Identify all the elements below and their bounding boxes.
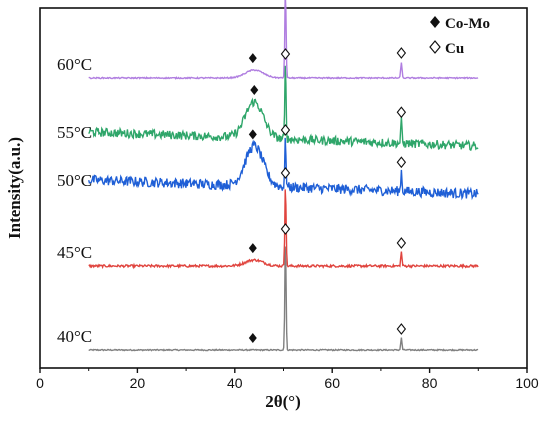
- co-mo-marker: [248, 53, 257, 64]
- co-mo-marker: [248, 243, 257, 254]
- co-mo-marker: [248, 333, 257, 343]
- x-axis-title: 2θ(°): [265, 392, 301, 411]
- legend-filled-diamond-icon: [430, 16, 440, 28]
- series-label-50C: 50°C: [57, 171, 92, 190]
- cu-marker: [280, 167, 291, 179]
- series-label-45C: 45°C: [57, 243, 92, 262]
- series-label-55C: 55°C: [57, 123, 92, 142]
- cu-marker: [396, 106, 407, 119]
- legend-label-cu: Cu: [445, 41, 464, 57]
- series-line-60C: [88, 0, 479, 80]
- series-label-40C: 40°C: [57, 327, 92, 346]
- co-mo-marker: [248, 129, 257, 140]
- marker-layer: [248, 47, 407, 343]
- x-tick-label: 40: [227, 375, 243, 391]
- series-layer: [88, 0, 479, 352]
- cu-marker: [396, 323, 407, 335]
- legend-label-co-mo: Co-Mo: [445, 16, 490, 32]
- x-tick-label: 100: [515, 375, 539, 391]
- cu-marker: [280, 48, 291, 60]
- legend-open-diamond-icon: [429, 40, 441, 54]
- cu-marker: [396, 156, 407, 169]
- cu-marker: [280, 124, 291, 136]
- series-line-55C: [88, 65, 479, 152]
- legend: Co-Mo Cu: [429, 16, 490, 57]
- x-tick-label: 60: [324, 375, 340, 391]
- cu-marker: [396, 47, 407, 59]
- series-line-50C: [88, 137, 479, 201]
- x-axis: 0 20 40 60 80 100: [36, 368, 539, 391]
- series-line-40C: [88, 246, 479, 352]
- co-mo-marker: [250, 84, 259, 95]
- x-tick-label: 0: [36, 375, 44, 391]
- x-tick-label: 80: [422, 375, 438, 391]
- series-line-45C: [88, 189, 479, 270]
- series-label-60C: 60°C: [57, 55, 92, 74]
- x-tick-label: 20: [130, 375, 146, 391]
- temperature-labels: 40°C 45°C 50°C 55°C 60°C: [57, 55, 92, 346]
- cu-marker: [280, 223, 291, 235]
- cu-marker: [396, 237, 407, 249]
- y-axis-title: Intensity(a.u.): [5, 137, 24, 239]
